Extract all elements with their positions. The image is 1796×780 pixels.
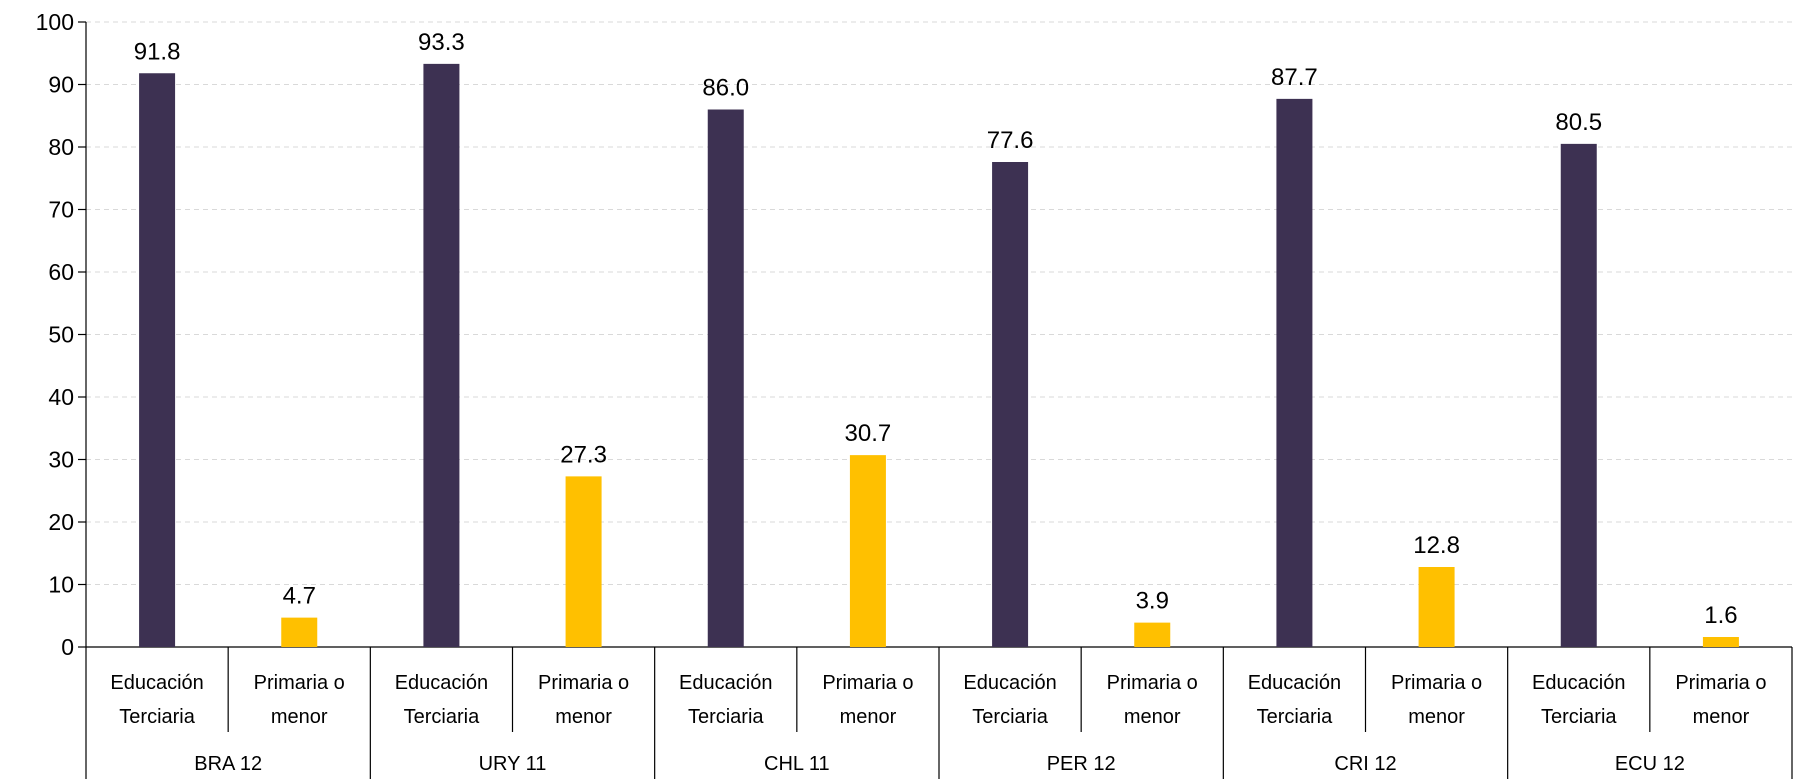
category-label: Terciaria: [119, 706, 195, 728]
y-tick-label: 70: [48, 197, 74, 223]
data-label: 27.3: [560, 441, 607, 468]
category-label: Terciaria: [688, 706, 764, 728]
category-label: Educación: [1532, 672, 1625, 694]
category-label: menor: [840, 706, 897, 728]
category-label: Educación: [679, 672, 772, 694]
bar: [1560, 143, 1597, 647]
category-label: Terciaria: [1257, 706, 1333, 728]
bar: [423, 63, 460, 647]
y-tick-label: 10: [48, 572, 74, 598]
y-tick-label: 80: [48, 134, 74, 160]
category-label: menor: [1124, 706, 1181, 728]
category-label: Terciaria: [404, 706, 480, 728]
y-tick-label: 90: [48, 72, 74, 98]
category-label: Educación: [963, 672, 1056, 694]
data-label: 86.0: [702, 75, 749, 102]
group-label: CRI 12: [1334, 753, 1396, 775]
group-label: CHL 11: [764, 753, 830, 775]
category-label: menor: [555, 706, 612, 728]
data-label: 30.7: [845, 420, 892, 447]
bar: [707, 109, 744, 647]
y-tick-label: 20: [48, 509, 74, 535]
category-label: Primaria o: [822, 672, 913, 694]
category-label: Primaria o: [1107, 672, 1198, 694]
group-label: URY 11: [479, 753, 547, 775]
data-label: 12.8: [1413, 532, 1460, 559]
labels: 0 10 20 30 40 50 60 70 80 90 100 91.8 Educación Terci…: [36, 9, 1767, 775]
category-label: menor: [1693, 706, 1750, 728]
y-tick-label: 0: [61, 634, 74, 660]
gridlines: [86, 21, 1792, 585]
group-label: BRA 12: [194, 753, 262, 775]
category-label: Primaria o: [1391, 672, 1482, 694]
data-label: 1.6: [1704, 602, 1737, 629]
data-label: 77.6: [987, 127, 1034, 154]
data-label: 3.9: [1136, 588, 1169, 615]
data-label: 93.3: [418, 29, 465, 56]
bars: [139, 63, 1739, 647]
data-label: 91.8: [134, 38, 181, 65]
data-label: 87.7: [1271, 64, 1318, 91]
bar: [1702, 637, 1739, 647]
bar: [1276, 98, 1313, 647]
bar: [992, 162, 1029, 647]
y-tick-label: 30: [48, 447, 74, 473]
bar: [281, 617, 318, 647]
category-label: Terciaria: [972, 706, 1048, 728]
y-tick-label: 100: [36, 9, 74, 35]
bar: [139, 73, 176, 647]
category-label: Primaria o: [538, 672, 629, 694]
group-label: ECU 12: [1615, 753, 1685, 775]
y-tick-label: 50: [48, 322, 74, 348]
category-label: Terciaria: [1541, 706, 1617, 728]
category-label: menor: [1408, 706, 1465, 728]
bar: [1134, 622, 1171, 647]
category-label: Educación: [1248, 672, 1341, 694]
bar: [565, 476, 602, 647]
data-label: 80.5: [1555, 109, 1602, 136]
category-label: menor: [271, 706, 328, 728]
bar: [849, 455, 886, 647]
category-label: Educación: [110, 672, 203, 694]
bar: [1418, 567, 1455, 647]
axes: [78, 21, 1793, 779]
data-label: 4.7: [283, 583, 316, 610]
category-label: Educación: [395, 672, 488, 694]
category-label: Primaria o: [254, 672, 345, 694]
y-tick-label: 40: [48, 384, 74, 410]
y-tick-label: 60: [48, 259, 74, 285]
category-label: Primaria o: [1675, 672, 1766, 694]
group-label: PER 12: [1047, 753, 1116, 775]
